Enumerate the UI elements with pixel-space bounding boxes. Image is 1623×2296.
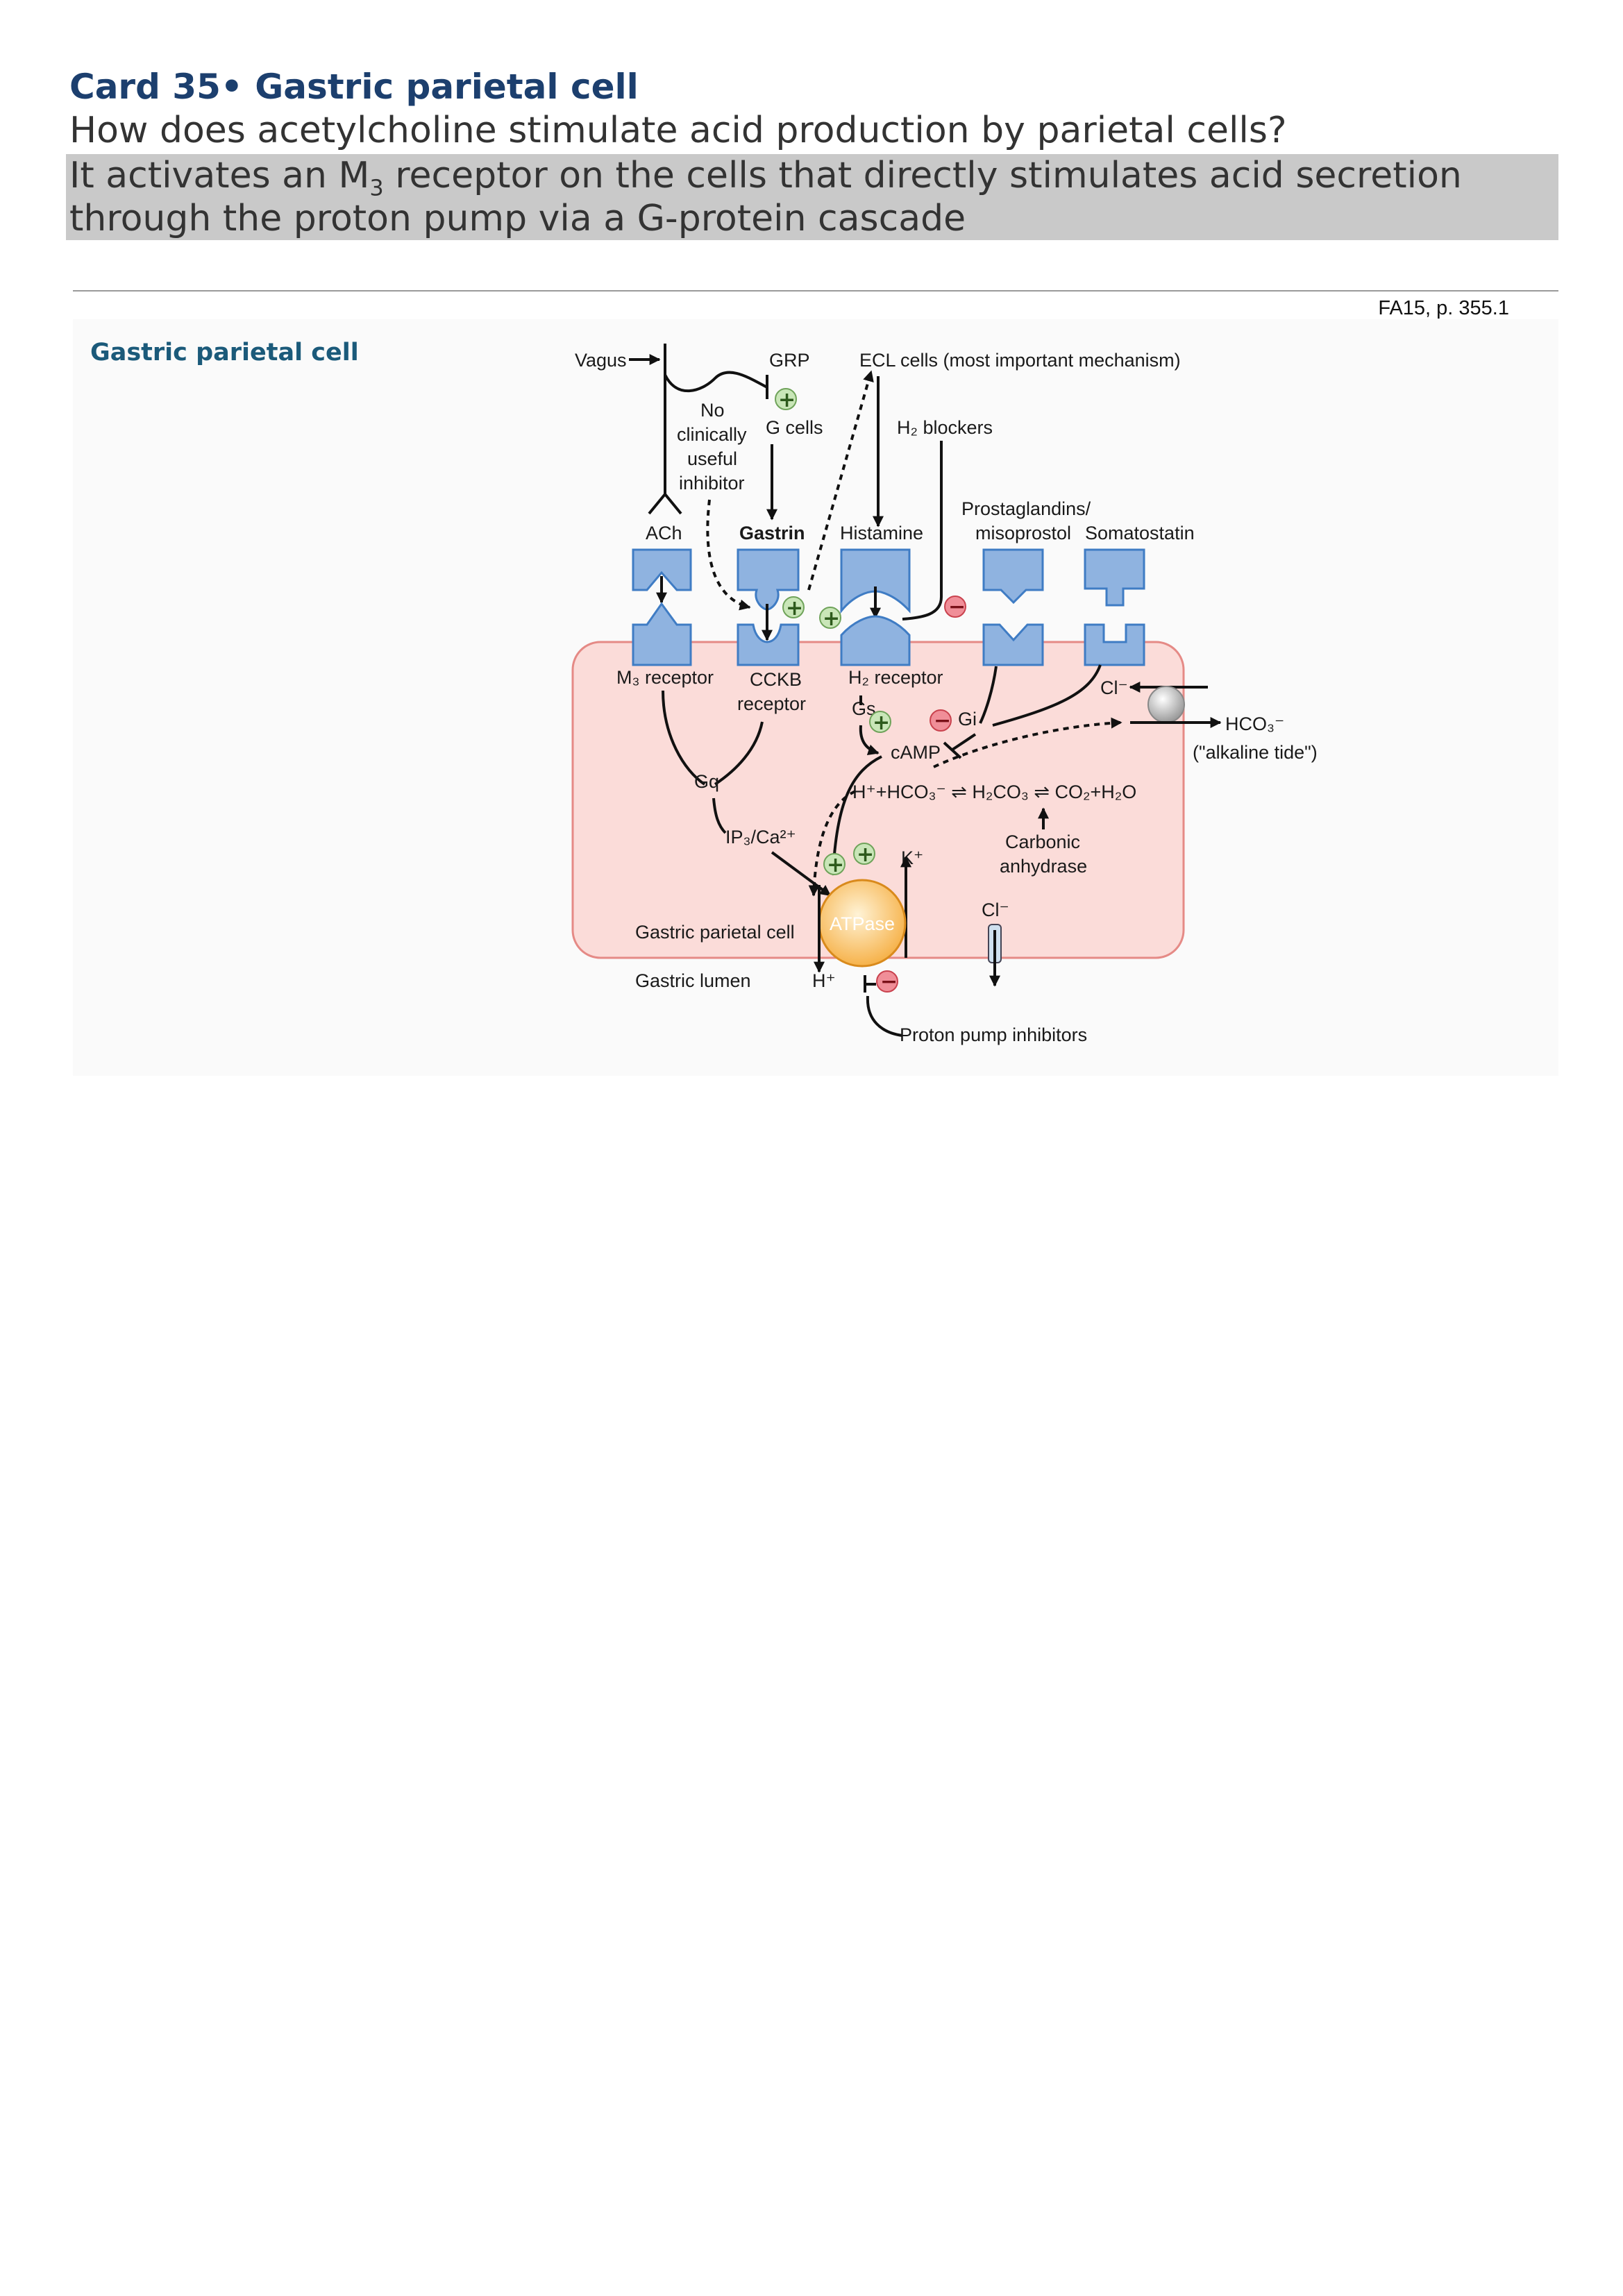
card-title: Card 35• Gastric parietal cell: [69, 67, 639, 107]
h2-blocker-minus: [944, 596, 966, 618]
h2-receptor-label: H₂ receptor: [848, 667, 943, 688]
cckb-receptor-label: receptor: [737, 693, 806, 714]
anhydrase-label: anhydrase: [1000, 856, 1087, 877]
k-plus-label: K⁺: [901, 847, 923, 868]
gi-minus: [930, 709, 952, 732]
h2-receptor: [840, 615, 911, 666]
m3-receptor-label: M₃ receptor: [616, 667, 714, 688]
parietal-cell-label: Gastric parietal cell: [635, 922, 795, 943]
ppi-label: Proton pump inhibitors: [900, 1024, 1087, 1045]
cl-bottom-label: Cl⁻: [982, 900, 1009, 920]
g-cells-label: G cells: [766, 417, 823, 438]
answer-part-2: receptor on the cells that directly stim…: [69, 155, 1462, 239]
gastrin-plus: [782, 596, 805, 618]
svg-text:−: −: [948, 595, 966, 619]
reaction-label: H⁺+HCO₃⁻ ⇌ H₂CO₃ ⇌ CO₂+H₂O: [852, 782, 1136, 802]
somatostatin-receptor: [1084, 623, 1145, 666]
prostaglandin-receptor: [982, 623, 1044, 666]
gq-label: Gq: [694, 771, 719, 792]
prostaglandins-label: Prostaglandins/: [961, 498, 1091, 519]
grp-label: GRP: [769, 350, 810, 371]
misoprostol-label: misoprostol: [975, 523, 1071, 543]
h2-blockers-label: H₂ blockers: [897, 417, 993, 438]
answer-part-1: It activates an M: [69, 155, 370, 196]
h-plus-label: H⁺: [812, 970, 836, 991]
somatostatin-label: Somatostatin: [1085, 523, 1195, 543]
atpase-label: ATPase: [830, 913, 895, 934]
exchanger-icon: [1147, 686, 1185, 723]
histamine-plus: [819, 607, 841, 629]
page-reference: FA15, p. 355.1: [1378, 297, 1509, 319]
gs-plus: [869, 711, 891, 733]
hco3-label: HCO₃⁻: [1225, 714, 1284, 734]
svg-text:+: +: [827, 853, 844, 877]
prostaglandin-ligand: [982, 548, 1044, 605]
ecl-cells-label: ECL cells (most important mechanism): [859, 350, 1181, 371]
no-inhibitor-line-1: No: [700, 400, 725, 421]
atpase-plus-right: [853, 843, 875, 865]
svg-text:+: +: [823, 607, 840, 631]
ach-ligand: [632, 548, 692, 591]
grp-plus: [775, 388, 797, 410]
svg-text:+: +: [778, 388, 796, 412]
carbonic-label: Carbonic: [1005, 832, 1080, 852]
parietal-cell-diagram: Vagus GRP + G cells No clinically useful…: [571, 344, 1318, 1045]
svg-text:−: −: [934, 709, 951, 733]
ppi-minus: [876, 970, 898, 993]
question-text: How does acetylcholine stimulate acid pr…: [69, 110, 1287, 151]
ach-label: ACh: [646, 523, 682, 543]
camp-label: cAMP: [891, 742, 941, 763]
gi-label: Gi: [958, 709, 977, 729]
alkaline-tide-label: ("alkaline tide"): [1193, 742, 1318, 763]
cckb-label: CCKB: [750, 669, 802, 690]
svg-text:+: +: [857, 843, 874, 867]
vagus-label: Vagus: [575, 350, 627, 371]
svg-text:−: −: [880, 970, 898, 994]
svg-text:+: +: [786, 596, 803, 621]
gastrin-label: Gastrin: [739, 523, 805, 543]
atpase-plus-left: [823, 853, 846, 875]
divider: [73, 290, 1558, 292]
answer-highlight: [66, 154, 1558, 240]
answer-text: It activates an M3 receptor on the cells…: [69, 154, 1555, 240]
svg-text:+: +: [873, 711, 890, 735]
no-inhibitor-line-3: useful: [687, 448, 737, 469]
no-inhibitor-line-4: inhibitor: [679, 473, 745, 493]
m3-receptor: [632, 602, 692, 666]
figure-title: Gastric parietal cell: [90, 339, 359, 366]
no-inhibitor-line-2: clinically: [677, 424, 747, 445]
gastric-lumen-label: Gastric lumen: [635, 970, 751, 991]
cl-top-label: Cl⁻: [1100, 677, 1128, 698]
somatostatin-ligand: [1084, 548, 1145, 607]
ip3-label: IP₃/Ca²⁺: [725, 827, 796, 847]
answer-subscript: 3: [369, 174, 384, 201]
cckb-receptor: [737, 623, 800, 666]
histamine-label: Histamine: [840, 523, 923, 543]
